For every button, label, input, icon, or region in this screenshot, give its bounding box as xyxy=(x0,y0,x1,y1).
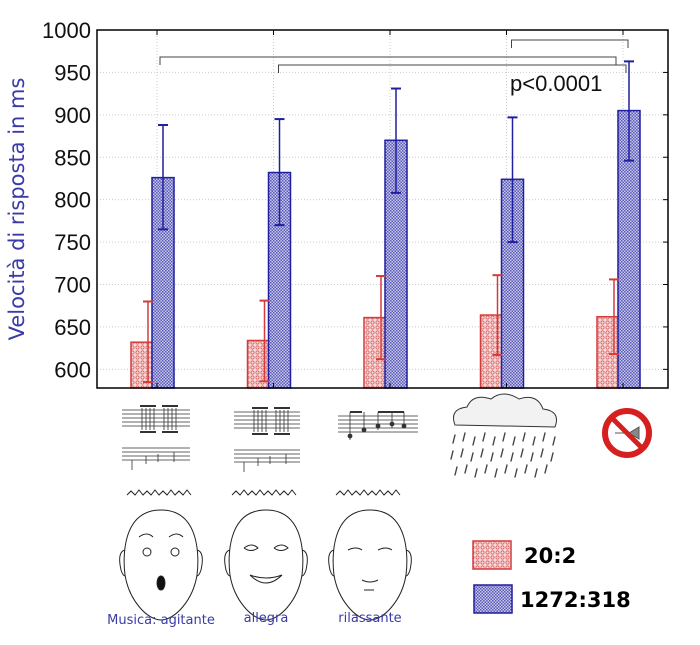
music-score-icon xyxy=(338,411,418,440)
eye-icon xyxy=(243,544,289,551)
y-tick-label: 850 xyxy=(54,145,91,170)
head-outline xyxy=(123,509,199,621)
ears xyxy=(328,549,412,577)
eye-icon xyxy=(170,547,180,557)
head-outline xyxy=(332,509,408,621)
y-tick-label: 900 xyxy=(54,103,91,128)
brain-wave-icon xyxy=(126,489,192,496)
y-axis-label: Velocità di risposta in ms xyxy=(5,78,29,341)
music-score-icon xyxy=(234,407,300,472)
legend-label-1272-318: 1272:318 xyxy=(520,588,631,612)
eye-icon xyxy=(347,547,393,551)
significance-bracket xyxy=(159,56,617,65)
face-agitante-icon xyxy=(119,489,203,621)
y-tick-label: 750 xyxy=(54,230,91,255)
eyebrows xyxy=(138,533,184,538)
mouth-icon xyxy=(249,574,283,584)
y-tick-label: 800 xyxy=(54,188,91,213)
brain-wave-icon xyxy=(335,489,401,496)
significance-bracket xyxy=(278,64,627,73)
bars xyxy=(130,109,641,389)
eye-icon xyxy=(142,547,152,557)
significance-bracket xyxy=(511,39,629,48)
legend-swatch-1272-318 xyxy=(473,584,513,614)
y-tick-label: 650 xyxy=(54,315,91,340)
legend-swatch-20-2 xyxy=(472,540,512,570)
legend-label-20-2: 20:2 xyxy=(524,544,576,568)
y-axis: 600 650 700 750 800 850 900 950 1000 xyxy=(42,18,668,388)
bar-20-2 xyxy=(596,315,620,389)
caption-rilassante: rilassante xyxy=(338,611,401,626)
music-score-icon xyxy=(122,405,190,470)
y-tick-label: 700 xyxy=(54,273,91,298)
mouth-icon xyxy=(361,579,379,591)
face-allegra-icon xyxy=(224,489,308,621)
y-tick-label: 950 xyxy=(54,60,91,85)
face-rilassante-icon xyxy=(328,489,412,621)
rain-cloud-icon xyxy=(450,393,557,478)
head-outline xyxy=(228,509,304,621)
ears xyxy=(119,549,203,577)
mouth-icon xyxy=(156,575,166,591)
no-horn-sign-icon xyxy=(602,408,652,458)
legend: 20:2 1272:318 xyxy=(472,540,631,614)
plot-frame xyxy=(96,29,669,389)
bar-20-2 xyxy=(479,314,504,389)
caption-allegra: allegra xyxy=(244,611,289,626)
p-value-label: p<0.0001 xyxy=(510,71,602,96)
error-bars xyxy=(143,60,634,384)
y-tick-label: 1000 xyxy=(42,18,91,43)
y-tick-label: 600 xyxy=(54,357,91,382)
ears xyxy=(224,549,308,577)
bar-20-2 xyxy=(363,316,387,389)
significance-brackets xyxy=(159,39,629,73)
brain-wave-icon xyxy=(231,489,297,496)
caption-agitante: Musica: agitante xyxy=(107,613,215,628)
